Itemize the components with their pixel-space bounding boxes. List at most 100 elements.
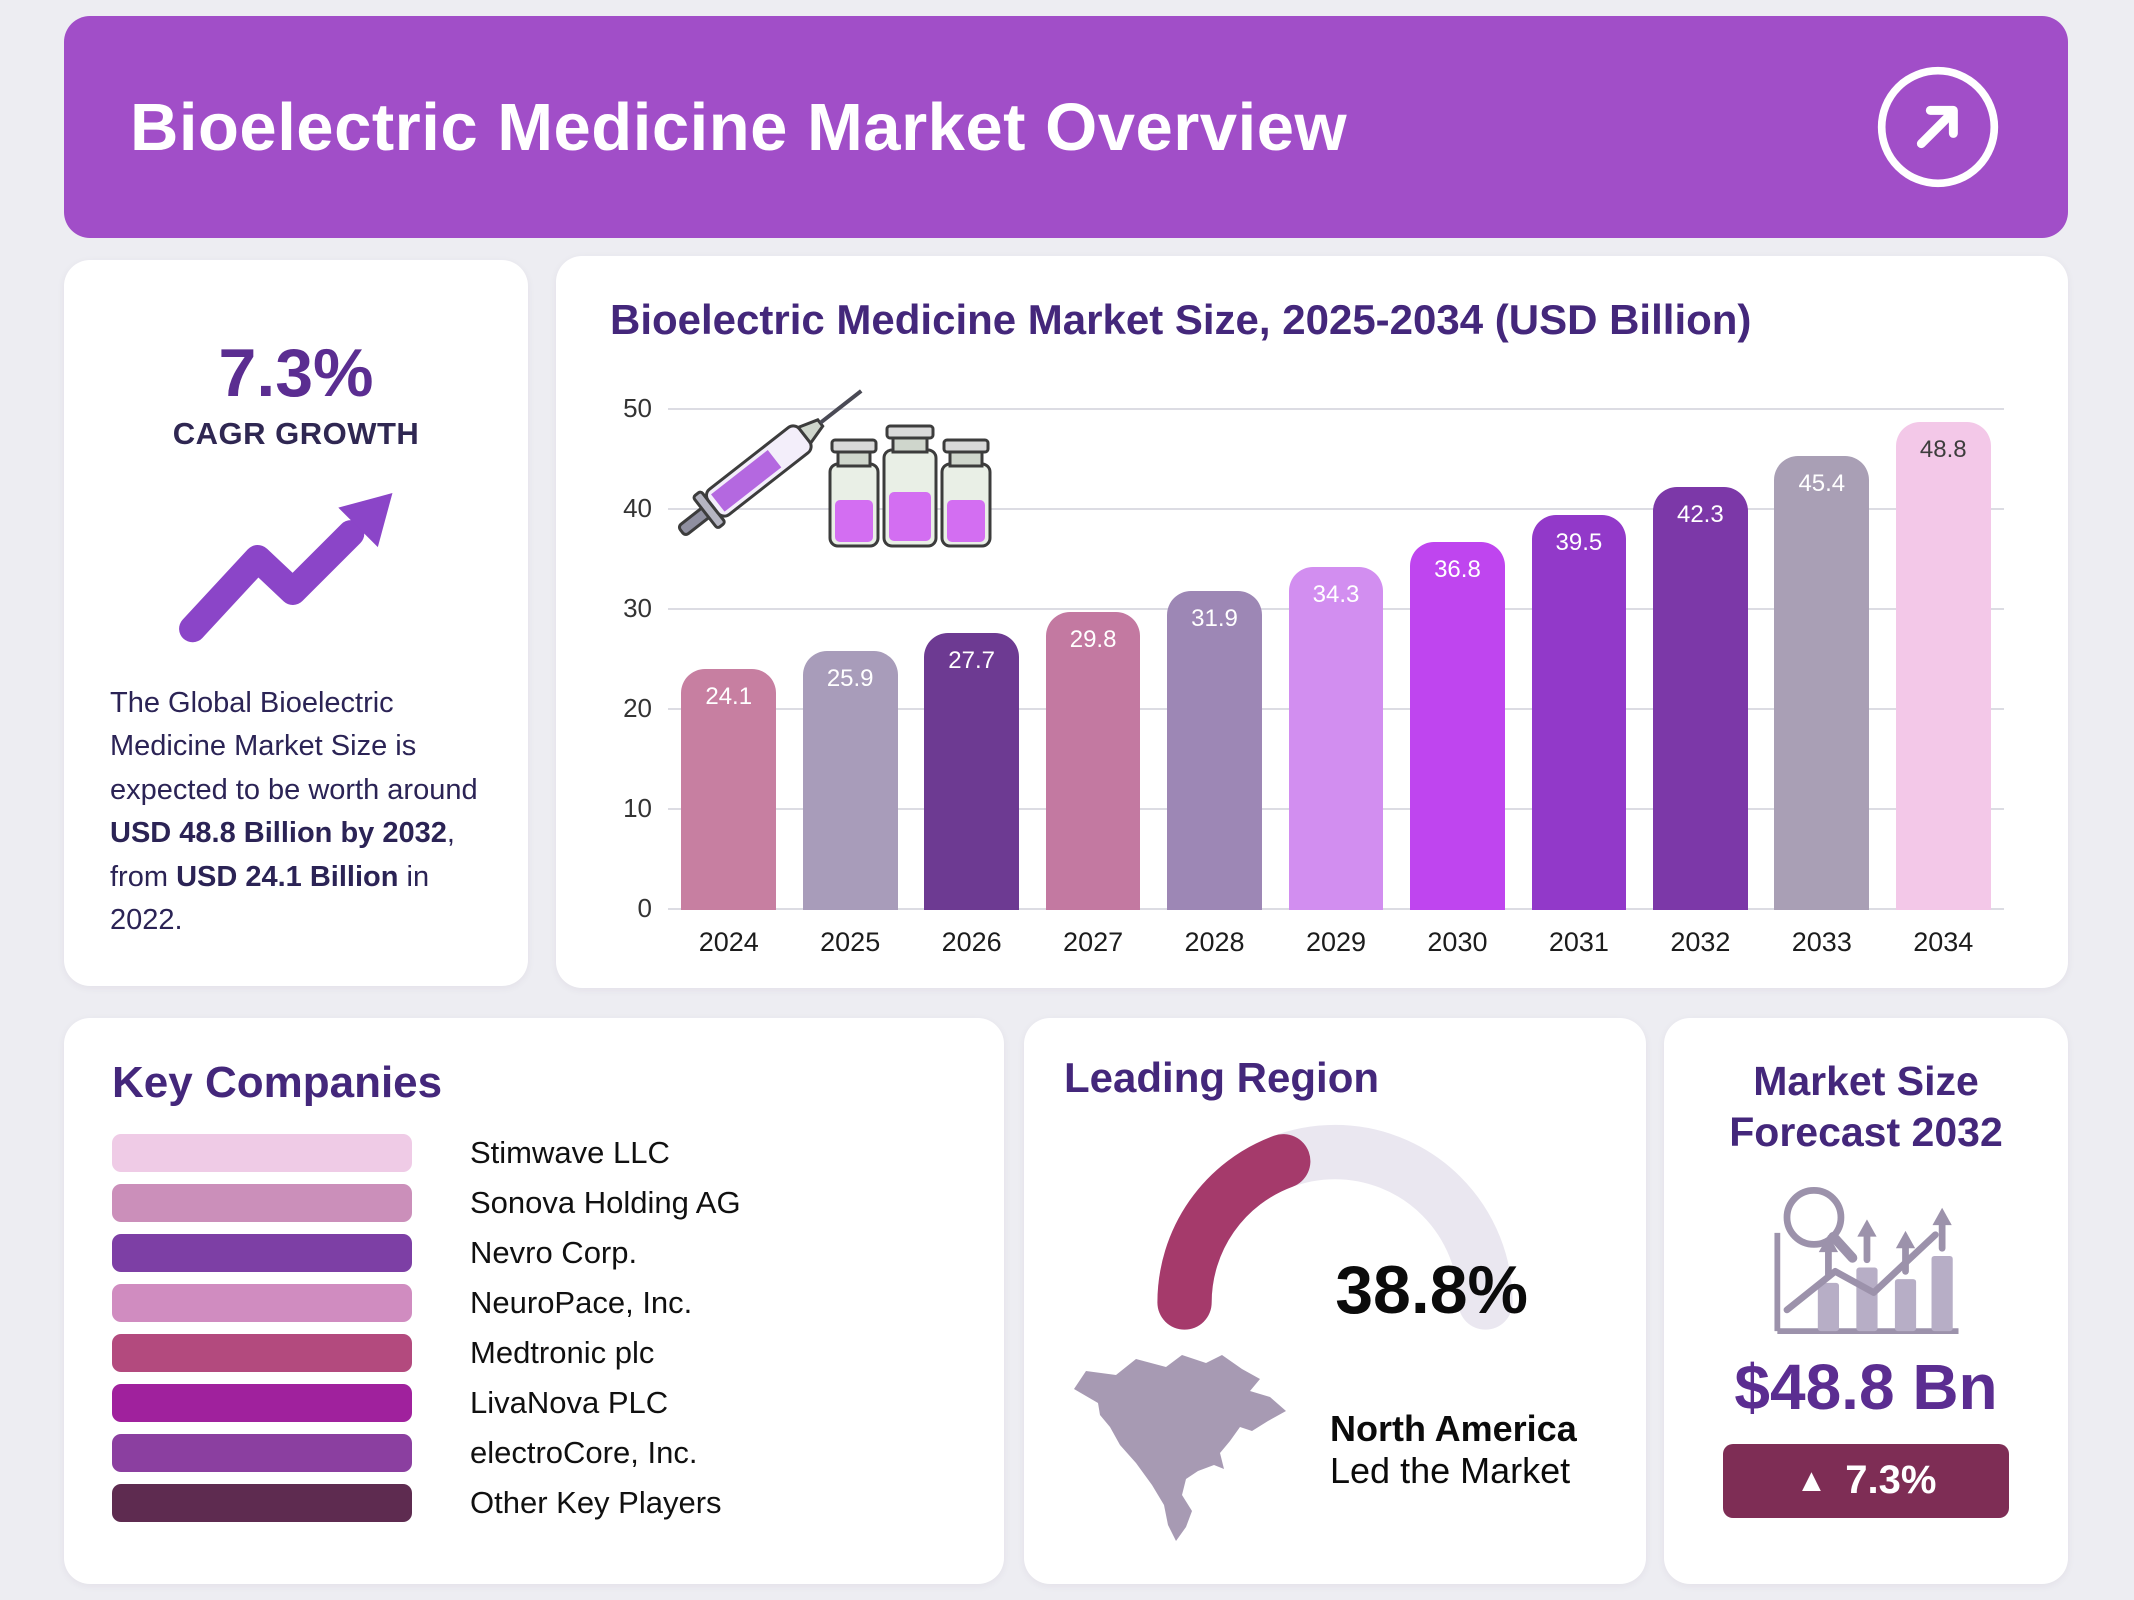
x-tick-label: 2029 (1305, 927, 1367, 957)
x-tick-label: 2024 (698, 927, 759, 957)
y-tick-label: 50 (623, 393, 652, 423)
bar-value-label: 39.5 (1555, 529, 1603, 556)
bar-column: 34.3 2029 (1275, 410, 1396, 957)
x-tick-label: 2025 (820, 927, 881, 957)
x-tick-label: 2033 (1791, 927, 1852, 957)
x-tick-label: 2030 (1427, 927, 1488, 957)
company-row: Other Key Players (112, 1484, 956, 1522)
company-row: electroCore, Inc. (112, 1434, 956, 1472)
bar-value-label: 27.7 (948, 647, 995, 674)
bar-column: 45.4 2033 (1761, 410, 1882, 957)
bar-value-label: 25.9 (826, 665, 874, 692)
company-row: Sonova Holding AG (112, 1184, 956, 1222)
cagr-card: 7.3% CAGR GROWTH The Global Bioelectric … (64, 260, 528, 986)
bar-2030: 36.8 (1410, 542, 1505, 910)
cagr-value: 7.3% (218, 335, 374, 411)
region-name: North America (1330, 1408, 1577, 1450)
company-row: NeuroPace, Inc. (112, 1284, 956, 1322)
bar-2025: 25.9 (802, 651, 898, 910)
y-tick-label: 30 (623, 593, 652, 623)
bar-2032: 42.3 (1652, 487, 1748, 910)
cagr-label: CAGR GROWTH (172, 416, 420, 451)
north-america-map (1074, 1355, 1286, 1542)
bar-value-label: 34.3 (1312, 581, 1360, 608)
bar-2024: 24.1 (681, 669, 777, 910)
growth-badge-value: 7.3% (1845, 1458, 1937, 1503)
x-tick-label: 2026 (941, 927, 1002, 957)
bar-value-label: 29.8 (1069, 626, 1117, 653)
page-title: Bioelectric Medicine Market Overview (130, 89, 1348, 165)
up-triangle-icon: ▲ (1795, 1462, 1828, 1499)
bar-column: 42.3 2032 (1640, 410, 1761, 957)
company-name: Stimwave LLC (470, 1135, 670, 1170)
company-name: electroCore, Inc. (470, 1435, 698, 1470)
gridline (668, 508, 2004, 510)
bar-value-label: 36.8 (1434, 556, 1481, 583)
y-tick-label: 40 (623, 493, 652, 523)
region-caption-block: North America Led the Market (1330, 1408, 1577, 1492)
market-share-value: 38.8% (1335, 1252, 1528, 1329)
cagr-description: The Global Bioelectric Medicine Market S… (110, 686, 478, 937)
bar-column: 27.7 2026 (911, 410, 1032, 957)
key-companies-title: Key Companies (112, 1058, 443, 1107)
region-bottom: North America Led the Market (1064, 1345, 1606, 1555)
bar-2027: 29.8 (1045, 612, 1141, 910)
forecast-value: $48.8 Bn (1734, 1350, 1998, 1423)
region-caption: Led the Market (1330, 1450, 1571, 1492)
bar-column: 36.8 2030 (1397, 410, 1518, 957)
y-tick-label: 20 (623, 693, 652, 723)
leading-region-card: Leading Region 38.8% North America Led t… (1024, 1018, 1646, 1584)
bar-value-label: 48.8 (1919, 436, 1967, 463)
company-row: Nevro Corp. (112, 1234, 956, 1272)
bar-value-label: 45.4 (1798, 470, 1846, 497)
gridline (668, 408, 2004, 410)
bars: 24.1 2024 25.9 2025 27.7 2026 29.8 2027 31.9 2028… (668, 410, 2004, 957)
forecast-title: Market Size Forecast 2032 (1729, 1058, 2003, 1156)
market-share-gauge: 38.8% (1150, 1120, 1528, 1330)
bar-column: 29.8 2027 (1032, 410, 1153, 957)
gauge-fill (1157, 1125, 1513, 1330)
bar-2028: 31.9 (1167, 591, 1262, 910)
company-name: Nevro Corp. (470, 1235, 638, 1270)
x-tick-label: 2028 (1184, 927, 1245, 957)
key-companies-card: Key Companies Stimwave LLC Sonova Holding… (64, 1018, 1004, 1584)
bar-column: 25.9 2025 (789, 410, 910, 957)
company-name: Other Key Players (470, 1485, 722, 1520)
arrow-up-right-icon[interactable] (1874, 63, 2002, 191)
growth-badge: ▲ 7.3% (1723, 1443, 2009, 1518)
bar-2029: 34.3 (1288, 567, 1384, 910)
company-color-swatch (112, 1234, 412, 1272)
company-color-swatch (112, 1334, 412, 1372)
bar-column: 31.9 2028 (1154, 410, 1275, 957)
market-size-chart-card: Bioelectric Medicine Market Size, 2025-2… (556, 256, 2068, 988)
company-name: Sonova Holding AG (470, 1185, 741, 1220)
header-banner: Bioelectric Medicine Market Overview (64, 16, 2068, 238)
y-tick-label: 0 (637, 893, 652, 923)
company-name: LivaNova PLC (470, 1385, 669, 1420)
market-analysis-icon (1774, 1186, 1959, 1334)
x-tick-label: 2031 (1548, 927, 1609, 957)
company-name: NeuroPace, Inc. (470, 1285, 693, 1320)
company-color-swatch (112, 1384, 412, 1422)
bar-value-label: 42.3 (1676, 501, 1724, 528)
bar-column: 39.5 2031 (1518, 410, 1639, 957)
bar-value-label: 24.1 (705, 683, 753, 710)
company-row: Medtronic plc (112, 1334, 956, 1372)
companies-list: Stimwave LLC Sonova Holding AG Nevro Corp.… (112, 1134, 956, 1522)
company-color-swatch (112, 1184, 412, 1222)
bar-column: 24.1 2024 (668, 410, 789, 957)
bar-2034: 48.8 (1895, 422, 1991, 910)
x-tick-label: 2032 (1670, 927, 1731, 957)
bar-2026: 27.7 (924, 633, 1019, 910)
y-tick-label: 10 (623, 793, 652, 823)
trend-up-arrow-icon (179, 493, 393, 643)
bar-2033: 45.4 (1774, 456, 1870, 910)
company-color-swatch (112, 1484, 412, 1522)
bar-value-label: 31.9 (1191, 605, 1238, 632)
x-tick-label: 2027 (1063, 927, 1124, 957)
bar-column: 48.8 2034 (1883, 410, 2004, 957)
bar-plot: 0 10 20 30 40 50 24.1 2024 25.9 2025 27.7 2026 29.8… (623, 389, 2004, 957)
bar-2031: 39.5 (1531, 515, 1627, 910)
company-name: Medtronic plc (470, 1335, 655, 1370)
